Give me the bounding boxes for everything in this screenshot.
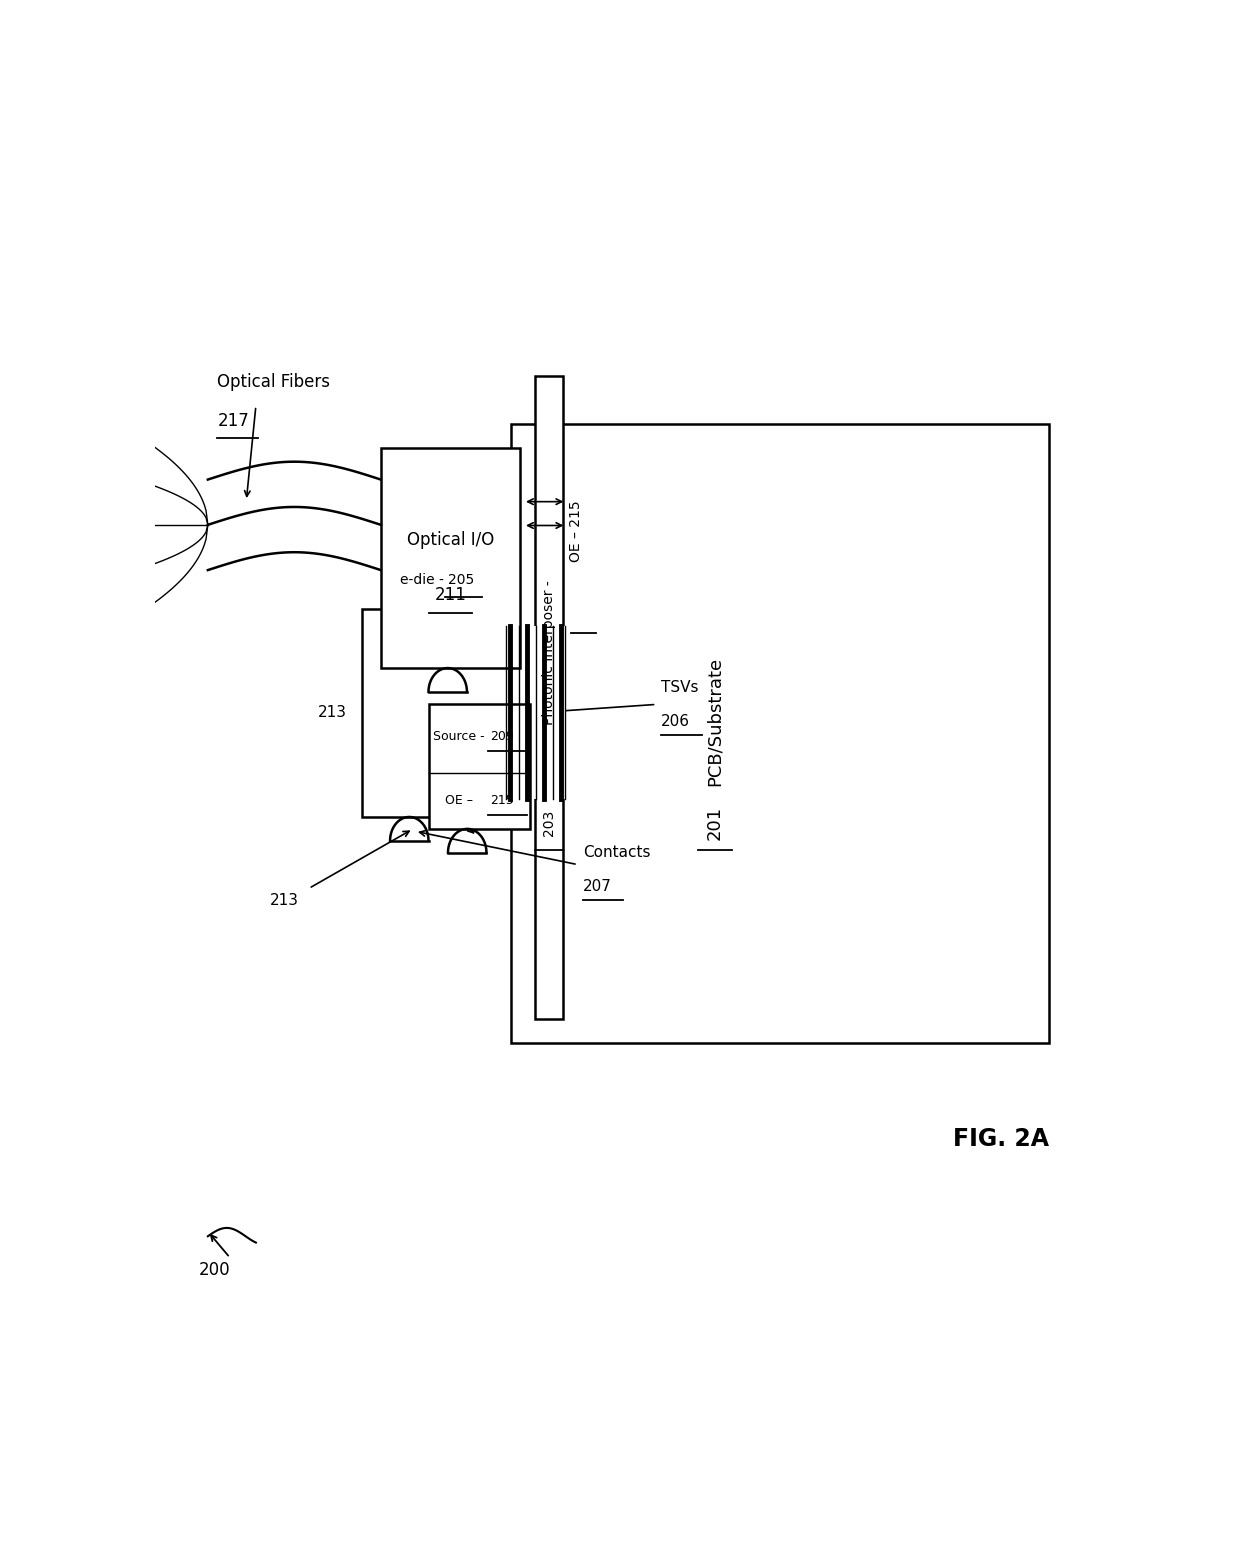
Bar (429, 704, 529, 829)
Text: FIG. 2A: FIG. 2A (952, 1126, 1049, 1151)
Text: 207: 207 (583, 879, 611, 894)
Bar (381, 447, 521, 668)
Bar (362, 608, 511, 817)
Bar (511, 424, 1049, 1043)
Text: OE –: OE – (445, 795, 477, 808)
Text: 201: 201 (706, 806, 724, 840)
Text: e-die -: e-die - (401, 572, 449, 586)
Text: PCB/Substrate: PCB/Substrate (706, 657, 724, 786)
Text: 213: 213 (270, 893, 299, 908)
Text: Optical Fibers: Optical Fibers (217, 373, 331, 391)
Text: Source -: Source - (433, 730, 489, 743)
Bar (506, 627, 565, 800)
Text: Contacts: Contacts (583, 845, 650, 860)
Text: 217: 217 (217, 412, 249, 430)
Text: 205: 205 (448, 572, 475, 586)
Bar (534, 376, 563, 1019)
Text: 215: 215 (490, 795, 513, 808)
Text: 209: 209 (490, 730, 513, 743)
Text: 213: 213 (319, 705, 347, 721)
Text: TSVs: TSVs (661, 681, 699, 695)
Text: Optical I/O: Optical I/O (407, 531, 494, 549)
Text: OE – 215: OE – 215 (569, 501, 583, 562)
Text: 203: 203 (542, 809, 556, 835)
Text: 206: 206 (661, 713, 691, 729)
Text: 200: 200 (198, 1261, 231, 1279)
Text: Photonic Interposer -: Photonic Interposer - (542, 575, 556, 724)
Text: 211: 211 (434, 586, 466, 605)
